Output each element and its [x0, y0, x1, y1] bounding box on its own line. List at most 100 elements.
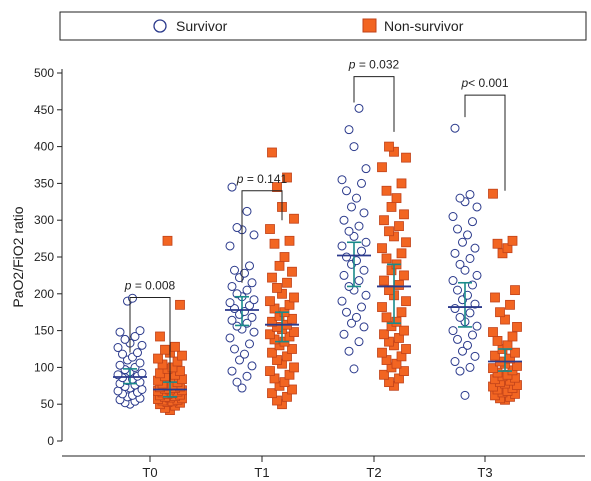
survivor-point — [359, 265, 369, 275]
non-survivor-point — [399, 270, 409, 281]
survivor-point — [232, 289, 242, 299]
non-survivor-point — [492, 238, 503, 249]
survivor-point — [242, 371, 252, 381]
survivor-point — [463, 340, 472, 350]
survivor-point — [344, 125, 354, 135]
non-survivor-point — [512, 322, 522, 332]
survivor-point — [465, 362, 475, 372]
non-survivor-point — [377, 162, 387, 173]
survivor-point — [349, 142, 359, 152]
non-survivor-point — [267, 316, 277, 327]
non-survivor-point — [386, 265, 397, 276]
x-tick-label: T0 — [142, 465, 157, 480]
non-survivor-point — [287, 266, 297, 277]
non-survivor-point — [287, 313, 297, 324]
survivor-point — [361, 237, 371, 247]
non-survivor-point — [160, 344, 170, 355]
non-survivor-point — [505, 299, 515, 310]
survivor-point — [460, 265, 470, 275]
survivor-point — [450, 304, 460, 314]
survivor-point — [247, 312, 257, 322]
survivor-point — [448, 276, 458, 286]
survivor-point — [240, 349, 249, 359]
survivor-point — [455, 366, 465, 376]
survivor-point — [470, 299, 480, 309]
survivor-point — [339, 329, 349, 339]
survivor-point — [249, 295, 259, 305]
non-survivor-point — [287, 384, 297, 395]
legend-box — [59, 11, 587, 41]
non-survivor-point — [495, 307, 505, 318]
non-survivor-point — [265, 366, 275, 376]
y-tick-label: 50 — [41, 397, 55, 411]
non-survivor-point — [396, 307, 407, 318]
y-tick-label: 200 — [34, 287, 54, 301]
non-survivor-point — [272, 283, 282, 293]
non-survivor-point — [379, 275, 389, 286]
non-survivor-point — [265, 224, 275, 234]
survivor-point — [357, 302, 366, 312]
survivor-point — [465, 308, 475, 318]
survivor-point — [352, 193, 361, 203]
non-survivor-point — [289, 327, 299, 337]
survivor-point — [120, 334, 130, 344]
y-tick-label: 250 — [34, 250, 54, 264]
survivor-point — [357, 178, 366, 188]
survivor-point — [249, 230, 259, 240]
non-survivor-point — [267, 388, 277, 399]
annotation-layer: p = 0.008 p = 0.141 p = 0.032 p< 0.001 — [124, 58, 509, 383]
survivor-point — [460, 390, 470, 400]
survivor-point — [237, 383, 247, 393]
non-survivor-point — [167, 362, 178, 373]
survivor-point — [113, 343, 123, 353]
p-value-bracket — [241, 190, 283, 283]
non-survivor-point — [272, 182, 282, 192]
survivor-point — [339, 270, 349, 280]
non-survivor-point — [267, 272, 277, 283]
non-survivor-point — [497, 248, 508, 259]
non-survivor-point — [289, 213, 299, 224]
non-survivor-point — [287, 344, 297, 354]
non-survivor-point — [389, 231, 399, 242]
survivor-point — [361, 290, 371, 300]
legend-non-survivor-label: Non-survivor — [384, 18, 464, 34]
non-survivor-point — [386, 202, 397, 212]
survivor-point — [130, 331, 140, 341]
non-survivor-point — [267, 147, 277, 158]
survivor-point — [465, 253, 475, 263]
x-tick-label: T3 — [477, 465, 492, 480]
survivor-point — [465, 189, 475, 199]
non-survivor-point — [153, 353, 163, 364]
y-tick-label: 350 — [34, 176, 54, 190]
survivor-point — [245, 339, 254, 349]
non-survivor-point — [381, 312, 392, 323]
non-survivor-point — [267, 347, 277, 358]
non-survivor-point — [379, 369, 389, 380]
p-value-label: p = 0.008 — [124, 278, 176, 292]
survivor-point — [344, 346, 354, 356]
survivor-point — [468, 217, 477, 227]
non-survivor-point — [401, 296, 411, 307]
survivor-point — [115, 360, 125, 370]
non-survivor-point — [488, 327, 498, 337]
non-survivor-point — [265, 296, 275, 307]
survivor-point — [448, 212, 458, 222]
survivor-point — [349, 364, 359, 374]
survivor-point — [225, 241, 235, 251]
legend-non-survivor-marker — [362, 18, 377, 33]
non-survivor-point — [490, 292, 500, 303]
p-value-bracket — [129, 296, 171, 383]
non-survivor-point — [502, 243, 513, 254]
non-survivor-point — [394, 333, 404, 343]
survivor-point — [342, 307, 351, 317]
x-tick-label: T1 — [254, 465, 269, 480]
survivor-point — [352, 312, 361, 322]
survivor-point — [344, 226, 354, 236]
survivor-point — [232, 377, 242, 387]
non-survivor-point — [389, 146, 399, 157]
survivor-point — [455, 312, 465, 322]
non-survivor-point — [510, 347, 520, 358]
survivor-point — [230, 344, 239, 354]
non-survivor-point — [391, 316, 402, 327]
p-value-label: p = 0.141 — [236, 172, 288, 186]
